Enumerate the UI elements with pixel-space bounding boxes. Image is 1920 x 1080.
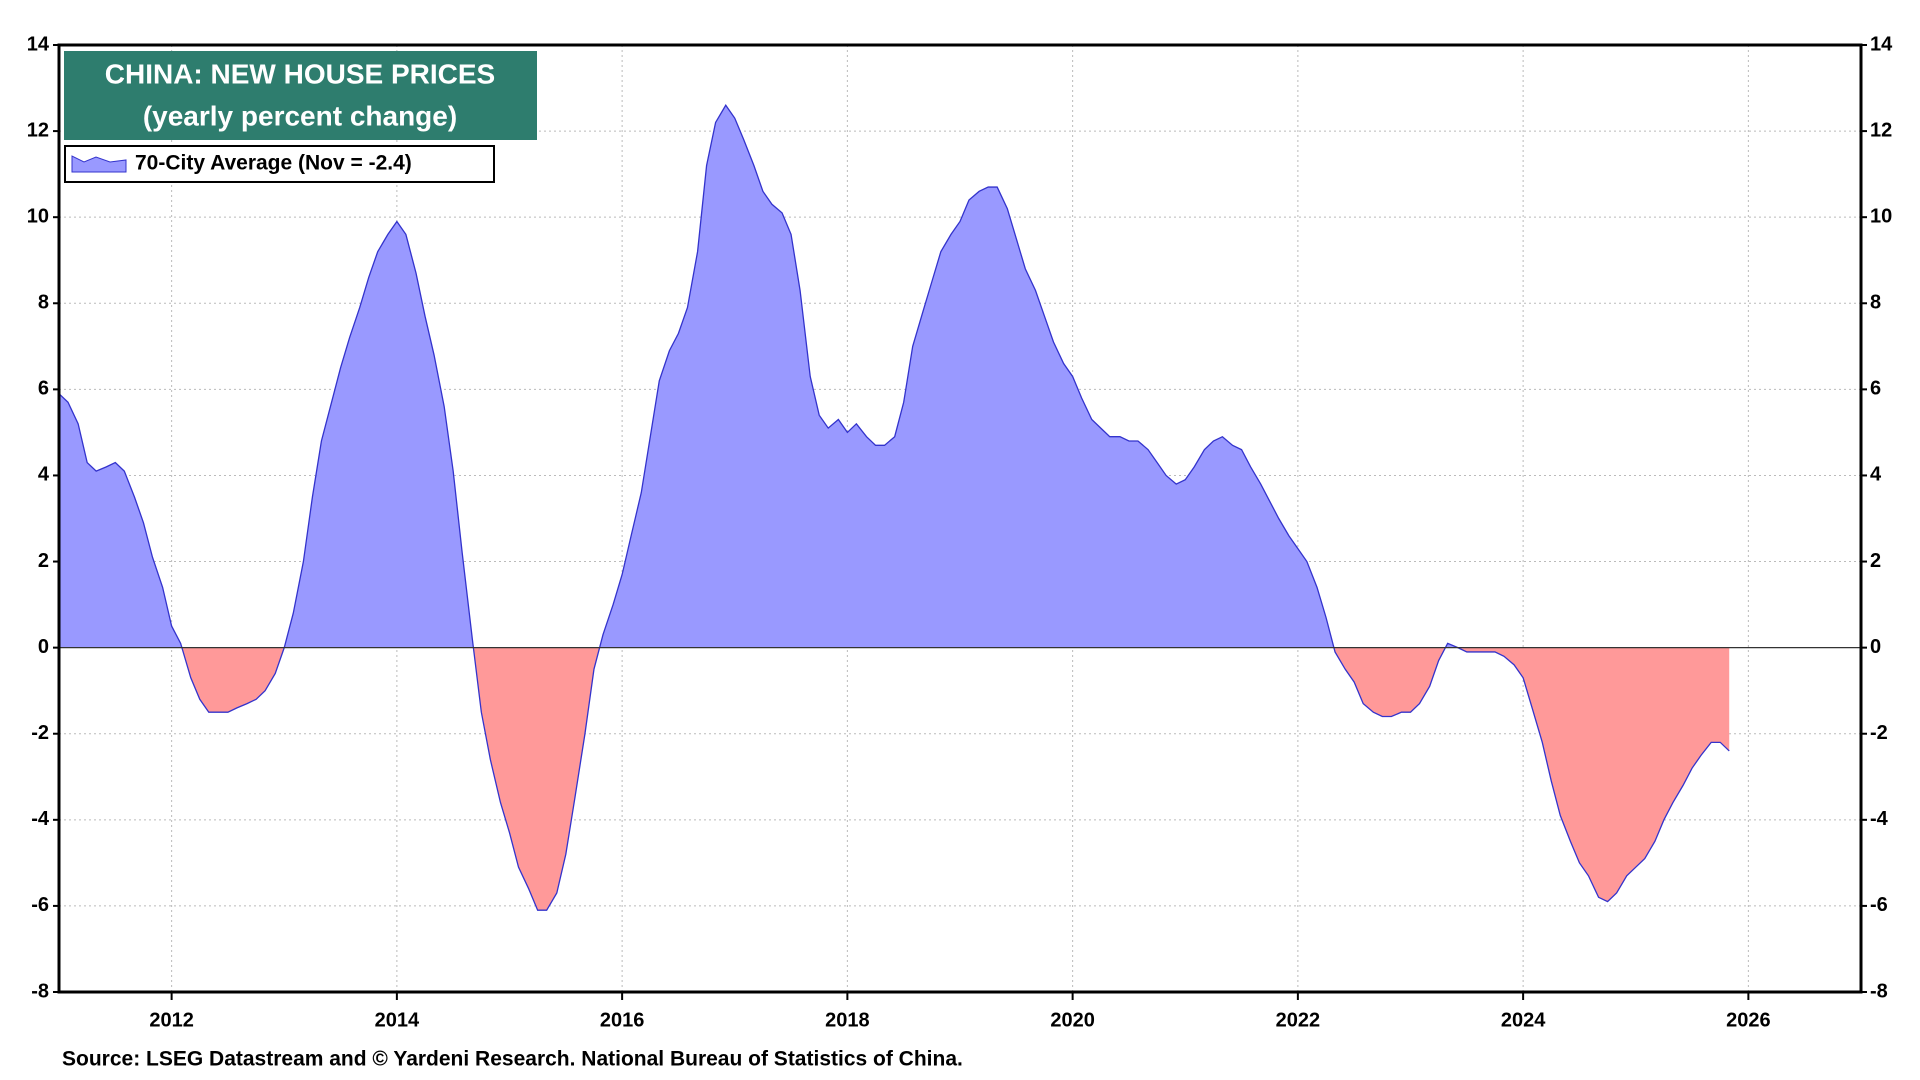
y2-tick-label: 14 xyxy=(1870,33,1893,55)
y-tick-label: 6 xyxy=(38,378,49,400)
x-tick-label: 2012 xyxy=(149,1009,194,1031)
y2-tick-label: 6 xyxy=(1870,378,1881,400)
x-tick-label: 2018 xyxy=(825,1009,870,1031)
y2-tick-label: 12 xyxy=(1870,119,1892,141)
chart-subtitle: (yearly percent change) xyxy=(143,100,457,131)
y-tick-label: -4 xyxy=(31,808,50,830)
title-box xyxy=(64,51,537,140)
plot-frame xyxy=(57,43,1863,994)
series-line xyxy=(58,104,1730,911)
legend-box xyxy=(64,145,495,183)
y-tick-label: -2 xyxy=(31,722,49,744)
x-tick-label: 2020 xyxy=(1050,1009,1095,1031)
source-note: Source: LSEG Datastream and © Yardeni Re… xyxy=(62,1048,963,1071)
y-tick-label: -8 xyxy=(31,980,49,1002)
y-tick-label: 8 xyxy=(38,292,49,314)
x-tick-label: 2016 xyxy=(600,1009,645,1031)
y-tick-label: 12 xyxy=(27,119,49,141)
chart-title: CHINA: NEW HOUSE PRICES xyxy=(105,58,495,89)
x-tick-label: 2022 xyxy=(1276,1009,1321,1031)
y2-tick-label: -2 xyxy=(1870,722,1888,744)
x-tick-label: 2024 xyxy=(1501,1009,1546,1031)
y2-tick-label: 2 xyxy=(1870,550,1881,572)
y-tick-label: 2 xyxy=(38,550,49,572)
legend-label: 70-City Average (Nov = -2.4) xyxy=(135,152,412,175)
y-tick-label: -6 xyxy=(31,894,49,916)
legend-swatch xyxy=(71,155,127,173)
y2-tick-label: 4 xyxy=(1870,464,1882,486)
y-tick-label: 0 xyxy=(38,636,49,658)
y-tick-label: 10 xyxy=(27,205,49,227)
x-tick-label: 2026 xyxy=(1726,1009,1771,1031)
y-tick-label: 4 xyxy=(38,464,50,486)
y2-tick-label: 10 xyxy=(1870,205,1892,227)
y2-tick-label: -6 xyxy=(1870,894,1888,916)
y2-tick-label: 0 xyxy=(1870,636,1881,658)
y2-tick-label: -8 xyxy=(1870,980,1888,1002)
y-tick-label: 14 xyxy=(27,33,50,55)
x-tick-label: 2014 xyxy=(375,1009,420,1031)
y2-tick-label: 8 xyxy=(1870,292,1881,314)
y2-tick-label: -4 xyxy=(1870,808,1889,830)
